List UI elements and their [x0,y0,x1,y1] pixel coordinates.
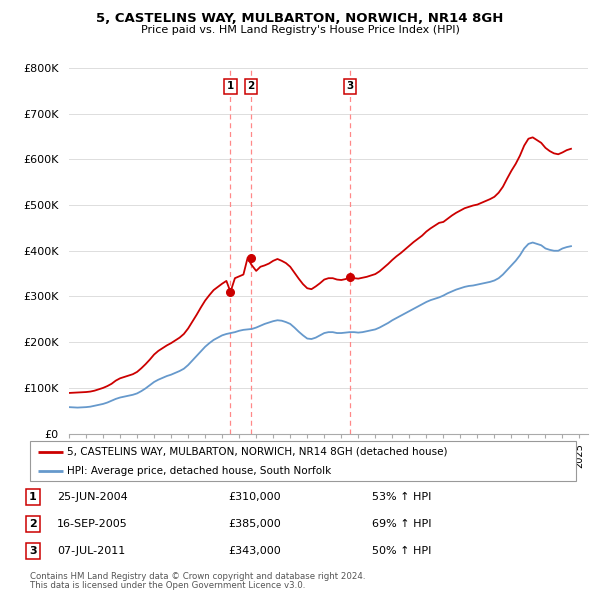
Text: 53% ↑ HPI: 53% ↑ HPI [372,492,431,502]
Text: 3: 3 [29,546,37,556]
Text: £310,000: £310,000 [228,492,281,502]
Text: 2: 2 [29,519,37,529]
Text: Price paid vs. HM Land Registry's House Price Index (HPI): Price paid vs. HM Land Registry's House … [140,25,460,35]
Text: 07-JUL-2011: 07-JUL-2011 [57,546,125,556]
Text: Contains HM Land Registry data © Crown copyright and database right 2024.: Contains HM Land Registry data © Crown c… [30,572,365,581]
Text: 5, CASTELINS WAY, MULBARTON, NORWICH, NR14 8GH: 5, CASTELINS WAY, MULBARTON, NORWICH, NR… [97,12,503,25]
Text: 16-SEP-2005: 16-SEP-2005 [57,519,128,529]
Text: 50% ↑ HPI: 50% ↑ HPI [372,546,431,556]
Text: This data is licensed under the Open Government Licence v3.0.: This data is licensed under the Open Gov… [30,581,305,590]
Text: 2: 2 [248,81,255,91]
Text: 1: 1 [29,492,37,502]
Text: 1: 1 [227,81,234,91]
Text: 69% ↑ HPI: 69% ↑ HPI [372,519,431,529]
Text: 3: 3 [346,81,354,91]
Text: HPI: Average price, detached house, South Norfolk: HPI: Average price, detached house, Sout… [67,466,331,476]
Text: £343,000: £343,000 [228,546,281,556]
Text: £385,000: £385,000 [228,519,281,529]
Text: 5, CASTELINS WAY, MULBARTON, NORWICH, NR14 8GH (detached house): 5, CASTELINS WAY, MULBARTON, NORWICH, NR… [67,447,448,457]
Text: 25-JUN-2004: 25-JUN-2004 [57,492,128,502]
